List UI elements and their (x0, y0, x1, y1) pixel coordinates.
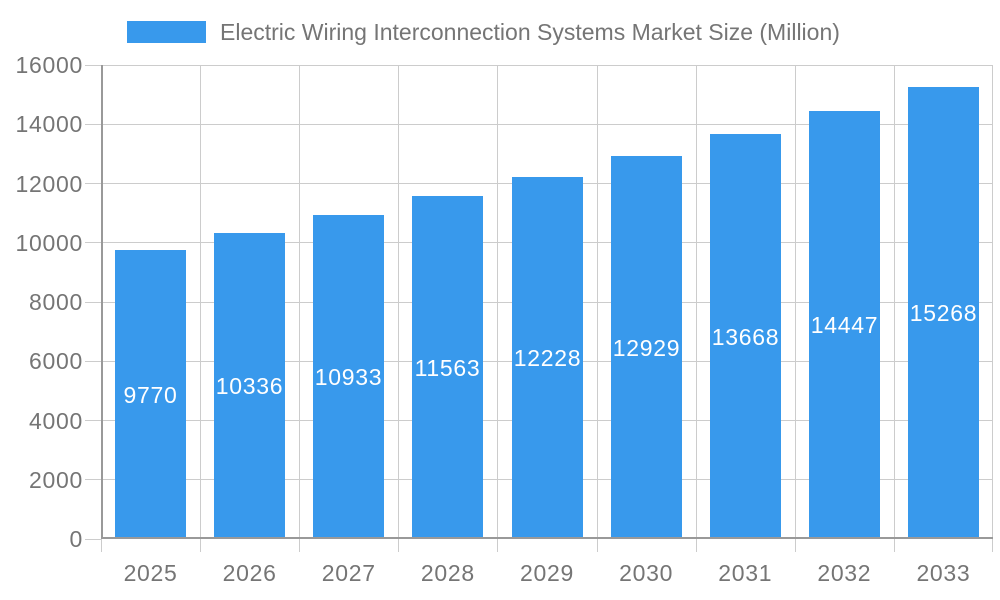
x-axis-tick (299, 539, 301, 552)
y-tick-label: 4000 (29, 407, 83, 434)
gridline-vertical (497, 65, 499, 539)
bar-2028[interactable]: 11563 (412, 196, 483, 539)
x-tick-label: 2028 (420, 560, 475, 586)
x-tick-label: 2032 (817, 560, 872, 586)
y-tick-label: 8000 (29, 289, 83, 315)
y-axis-tick (85, 479, 101, 481)
gridline-horizontal (101, 64, 993, 66)
bar-value-label: 12929 (612, 335, 681, 361)
bar-2031[interactable]: 13668 (710, 134, 781, 539)
x-axis-tick (101, 539, 102, 552)
bar-2026[interactable]: 10336 (214, 233, 285, 539)
bar-value-label: 11563 (414, 355, 481, 381)
gridline-vertical (695, 65, 697, 539)
gridline-vertical (992, 65, 993, 539)
gridline-horizontal (101, 123, 993, 125)
bar-2027[interactable]: 10933 (313, 215, 384, 539)
bar-value-label: 9770 (123, 382, 178, 408)
bar-value-label: 10933 (314, 364, 383, 390)
y-axis-tick (85, 538, 101, 540)
x-axis-tick (398, 539, 400, 552)
gridline-vertical (893, 65, 895, 539)
x-tick-label: 2026 (222, 560, 277, 586)
y-tick-label: 16000 (15, 52, 83, 78)
bar-value-label: 13668 (711, 324, 780, 350)
x-tick-label: 2027 (321, 560, 376, 586)
legend-swatch (127, 21, 206, 43)
x-tick-label: 2029 (520, 560, 574, 586)
plot-area: 9770 10336 10933 11563 12228 12929 13668 14447 1… (85, 64, 993, 552)
y-tick-label: 2000 (29, 466, 83, 493)
gridline-vertical (794, 65, 796, 539)
legend-label: Electric Wiring Interconnection Systems … (220, 19, 840, 45)
x-axis-tick (695, 539, 697, 552)
bar-2029[interactable]: 12228 (512, 177, 583, 539)
y-axis-line (101, 65, 103, 539)
x-axis-line (101, 537, 993, 539)
x-axis-tick (794, 539, 796, 552)
y-tick-label: 6000 (29, 348, 83, 375)
x-tick-label: 2033 (916, 560, 971, 586)
gridline-vertical (299, 65, 301, 539)
bar-value-label: 15268 (909, 300, 978, 326)
x-axis-tick (200, 539, 202, 552)
y-axis-tick (85, 242, 101, 244)
bar-2025[interactable]: 9770 (115, 250, 186, 539)
gridline-vertical (596, 65, 598, 539)
bar-2030[interactable]: 12929 (611, 156, 682, 539)
x-axis-tick (497, 539, 499, 552)
y-axis-tick (85, 183, 101, 184)
x-axis-tick (596, 539, 598, 552)
y-axis-tick (85, 420, 101, 421)
y-tick-label: 12000 (15, 170, 83, 197)
y-tick-label: 0 (69, 526, 83, 552)
x-tick-label: 2025 (123, 560, 178, 586)
y-tick-label: 10000 (15, 229, 83, 256)
gridline-vertical (398, 65, 400, 539)
bar-value-label: 14447 (810, 312, 879, 338)
x-tick-label: 2031 (718, 560, 773, 586)
bar-value-label: 10336 (215, 373, 284, 399)
bar-2033[interactable]: 15268 (908, 87, 979, 539)
x-axis-tick (893, 539, 895, 552)
y-axis-tick (85, 301, 101, 303)
bar-2032[interactable]: 14447 (809, 111, 880, 539)
y-tick-label: 14000 (15, 111, 83, 138)
x-axis-tick (992, 539, 993, 552)
gridline-vertical (200, 65, 202, 539)
y-axis-tick (85, 64, 101, 66)
y-axis-tick (85, 123, 101, 125)
x-tick-label: 2030 (619, 560, 674, 586)
bar-value-label: 12228 (513, 345, 582, 371)
y-axis-tick (85, 360, 101, 362)
